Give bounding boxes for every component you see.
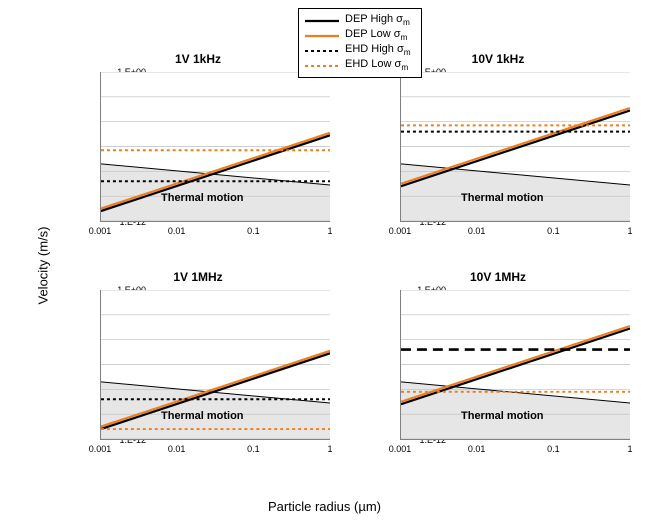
- legend-swatch: [305, 60, 339, 72]
- x-tick-label: 1: [627, 444, 632, 454]
- subplot-title: 1V 1MHz: [173, 270, 222, 284]
- x-tick-label: 1: [627, 226, 632, 236]
- y-axis-label: Velocity (m/s): [36, 226, 51, 304]
- x-tick-label: 0.1: [547, 226, 560, 236]
- x-tick-label: 0.1: [547, 444, 560, 454]
- x-tick-label: 0.001: [389, 226, 412, 236]
- x-tick-label: 1: [327, 226, 332, 236]
- legend-item: DEP Low σm: [305, 28, 411, 43]
- x-tick-label: 0.01: [468, 226, 486, 236]
- legend-item: DEP High σm: [305, 13, 411, 28]
- x-tick-label: 0.01: [468, 444, 486, 454]
- thermal-motion-label: Thermal motion: [461, 410, 544, 422]
- legend-item: EHD High σm: [305, 43, 411, 58]
- x-tick-label: 0.001: [389, 444, 412, 454]
- legend-box: DEP High σmDEP Low σmEHD High σmEHD Low …: [298, 8, 422, 78]
- thermal-motion-label: Thermal motion: [161, 410, 244, 422]
- subplot: 1V 1kHz1.E-121.E-101.E-081.E-061.E-041.E…: [58, 68, 338, 268]
- x-tick-label: 0.001: [89, 226, 112, 236]
- x-tick-label: 0.001: [89, 444, 112, 454]
- legend-swatch: [305, 45, 339, 57]
- subplot-title: 10V 1kHz: [472, 52, 525, 66]
- legend-label: EHD High σm: [345, 43, 411, 57]
- subplot-title: 1V 1kHz: [175, 52, 221, 66]
- legend-swatch: [305, 15, 339, 27]
- x-tick-label: 1: [327, 444, 332, 454]
- legend-label: DEP Low σm: [345, 28, 407, 42]
- thermal-motion-label: Thermal motion: [161, 192, 244, 204]
- figure-root: DEP High σmDEP Low σmEHD High σmEHD Low …: [8, 8, 641, 512]
- plot-area: Thermal motion: [400, 290, 630, 440]
- subplot-title: 10V 1MHz: [470, 270, 526, 284]
- x-tick-label: 0.1: [247, 226, 260, 236]
- panels-grid: 1V 1kHz1.E-121.E-101.E-081.E-061.E-041.E…: [58, 68, 638, 488]
- plot-area: Thermal motion: [400, 72, 630, 222]
- subplot: 10V 1kHz1.E-121.E-101.E-081.E-061.E-041.…: [358, 68, 638, 268]
- plot-area: Thermal motion: [100, 290, 330, 440]
- legend-label: EHD Low σm: [345, 58, 408, 72]
- legend-label: DEP High σm: [345, 13, 410, 27]
- x-tick-label: 0.1: [247, 444, 260, 454]
- plot-area: Thermal motion: [100, 72, 330, 222]
- subplot: 1V 1MHz1.E-121.E-101.E-081.E-061.E-041.E…: [58, 286, 338, 486]
- x-axis-label: Particle radius (µm): [268, 499, 381, 514]
- legend-swatch: [305, 30, 339, 42]
- legend-item: EHD Low σm: [305, 58, 411, 73]
- x-tick-label: 0.01: [168, 444, 186, 454]
- x-tick-label: 0.01: [168, 226, 186, 236]
- subplot: 10V 1MHz1.E-121.E-101.E-081.E-061.E-041.…: [358, 286, 638, 486]
- thermal-motion-label: Thermal motion: [461, 192, 544, 204]
